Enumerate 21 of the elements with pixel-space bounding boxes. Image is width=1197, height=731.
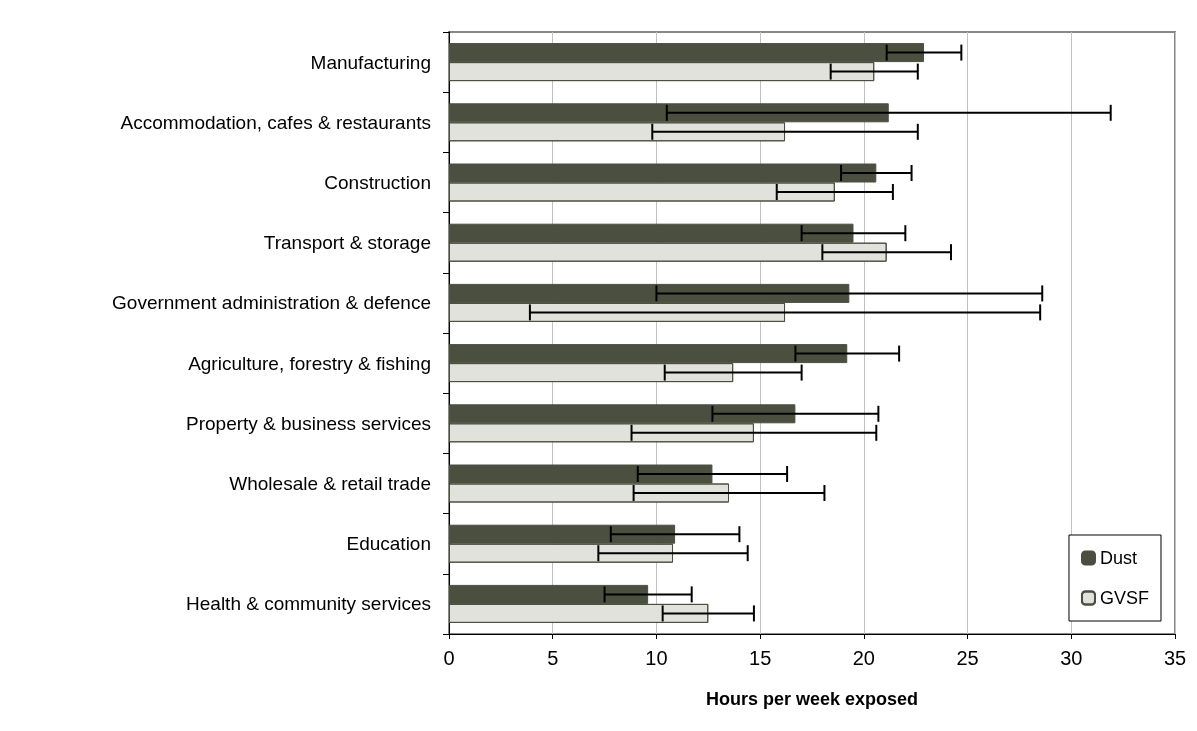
y-tick-label: Construction [324,172,431,193]
legend-label: GVSF [1099,588,1150,608]
x-tick-label: 30 [1060,647,1083,669]
x-tick-label: 35 [1163,647,1187,669]
y-tick-label: Transport & storage [263,232,431,254]
y-tick-label: Health & community services [186,593,431,615]
x-axis-title: Hours per week exposed [705,689,919,709]
y-tick-label: Accommodation, cafes & restaurants [120,111,431,133]
x-tick-label: 5 [547,647,559,669]
y-tick-label: Wholesale & retail trade [229,473,431,494]
x-tick-label: 20 [852,647,875,669]
y-tick-label: Property & business services [186,412,431,434]
legend-label: Dust [1099,548,1138,568]
x-tick-label: 25 [956,647,979,669]
y-tick-label: Education [346,533,431,555]
x-tick-label: 0 [443,647,455,669]
x-tick-label: 15 [749,647,772,669]
y-tick-label: Government administration & defence [112,292,431,314]
x-tick-label: 10 [645,647,668,669]
y-tick-label: Agriculture, forestry & fishing [188,352,431,374]
y-tick-label: Manufacturing [310,51,431,73]
